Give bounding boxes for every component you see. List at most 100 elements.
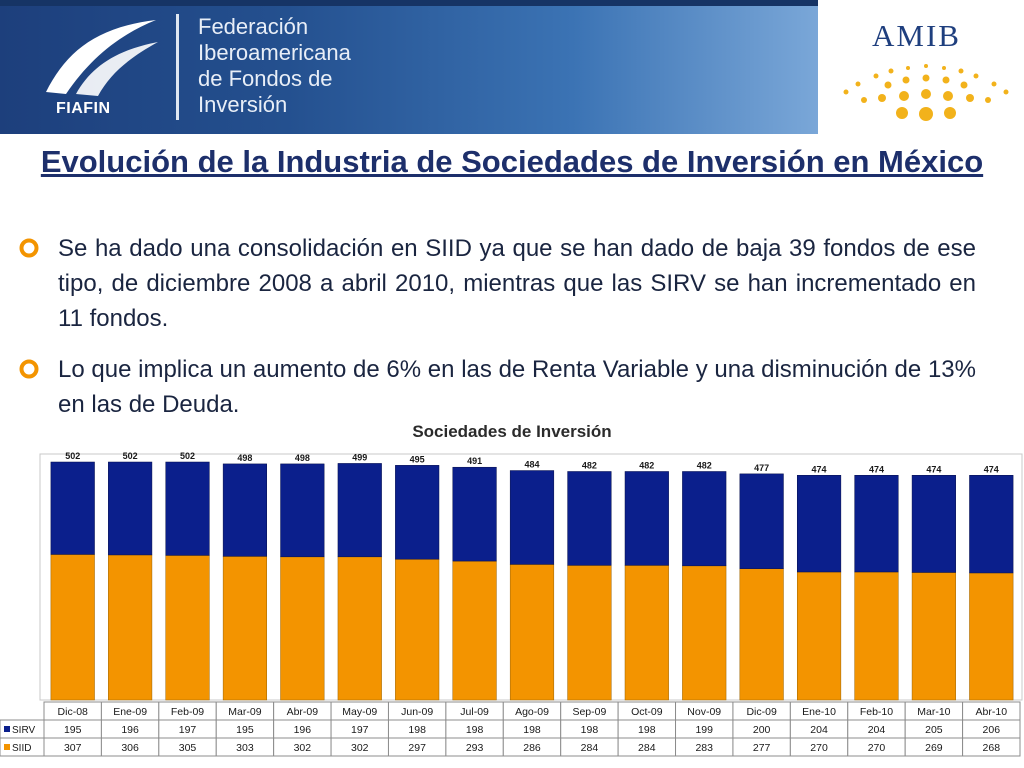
bar-siid xyxy=(509,564,555,701)
chart-container: Sociedades de Inversión 502 502 502 498 498 4… xyxy=(0,418,1024,768)
total-data-label: 502 xyxy=(180,451,195,461)
table-value: 195 xyxy=(64,724,82,736)
table-value: 197 xyxy=(179,724,197,736)
total-data-label: 474 xyxy=(812,464,827,474)
table-value: 204 xyxy=(868,724,886,736)
x-tick-label: Feb-09 xyxy=(171,706,204,718)
table-value: 283 xyxy=(695,742,713,754)
table-value: 195 xyxy=(236,724,254,736)
bar-siid xyxy=(280,556,325,701)
table-value: 196 xyxy=(294,724,312,736)
total-data-label: 482 xyxy=(639,460,654,470)
table-value: 306 xyxy=(121,742,139,754)
total-data-label: 474 xyxy=(984,464,999,474)
bar-sirv xyxy=(854,475,899,573)
table-value: 205 xyxy=(925,724,943,736)
bar-sirv xyxy=(567,471,612,566)
banner-separator xyxy=(176,14,179,120)
total-data-label: 498 xyxy=(237,453,252,463)
x-tick-label: Jul-09 xyxy=(460,706,489,718)
bar-sirv xyxy=(108,461,153,556)
bar-siid xyxy=(796,571,842,701)
table-value: 302 xyxy=(294,742,312,754)
table-value: 198 xyxy=(638,724,656,736)
bullet-text-2: Lo que implica un aumento de 6% en las d… xyxy=(58,356,976,416)
bar-siid xyxy=(854,571,899,701)
page-title: Evolución de la Industria de Sociedades … xyxy=(40,144,984,179)
chart-title: Sociedades de Inversión xyxy=(412,422,612,441)
total-data-label: 502 xyxy=(123,451,138,461)
bar-sirv xyxy=(165,461,210,556)
table-value: 270 xyxy=(810,742,828,754)
table-value: 307 xyxy=(64,742,82,754)
legend-label: SIID xyxy=(12,743,31,754)
x-tick-label: Mar-09 xyxy=(228,706,261,718)
bar-sirv xyxy=(739,473,784,569)
table-value: 198 xyxy=(581,724,599,736)
bullet-item-1: Se ha dado una consolidación en SIID ya … xyxy=(18,231,976,341)
total-data-label: 477 xyxy=(754,463,769,473)
stacked-bar-chart: 502 502 502 498 498 499 495 491 484 482 482 482 477 4… xyxy=(0,451,1023,757)
table-value: 199 xyxy=(695,724,713,736)
bullet-ring-icon xyxy=(19,359,39,379)
bar-sirv xyxy=(337,463,382,558)
x-tick-label: Nov-09 xyxy=(687,706,721,718)
bar-siid xyxy=(337,556,382,701)
table-value: 297 xyxy=(408,742,426,754)
x-tick-label: Feb-10 xyxy=(860,706,893,718)
table-value: 284 xyxy=(638,742,656,754)
table-value: 277 xyxy=(753,742,771,754)
table-value: 198 xyxy=(408,724,426,736)
x-tick-label: Abr-10 xyxy=(976,706,1008,718)
table-value: 305 xyxy=(179,742,197,754)
total-data-label: 495 xyxy=(410,454,425,464)
federation-name: Federación Iberoamericana de Fondos de I… xyxy=(198,14,351,117)
table-value: 269 xyxy=(925,742,943,754)
table-value: 270 xyxy=(868,742,886,754)
bar-sirv xyxy=(682,471,727,567)
total-data-label: 484 xyxy=(524,460,539,470)
bullet-ring-icon xyxy=(19,238,39,258)
bar-siid xyxy=(624,565,669,701)
banner-top-line xyxy=(0,0,818,6)
table-value: 204 xyxy=(810,724,828,736)
x-tick-label: Dic-09 xyxy=(746,706,777,718)
x-tick-label: Ago-09 xyxy=(515,706,549,718)
bar-sirv xyxy=(222,463,268,557)
bar-siid xyxy=(395,558,440,701)
bar-sirv xyxy=(911,475,956,573)
fiafin-logo-icon xyxy=(46,20,158,96)
bar-siid xyxy=(739,568,784,701)
x-tick-label: Sep-09 xyxy=(572,706,606,718)
amib-logo-text: AMIB xyxy=(872,18,961,53)
amib-dots-logo-icon xyxy=(843,64,1009,121)
x-tick-label: Dic-08 xyxy=(58,706,89,718)
bar-siid xyxy=(222,556,268,701)
bar-siid xyxy=(911,572,956,701)
bar-sirv xyxy=(624,471,669,566)
x-tick-label: Ene-09 xyxy=(113,706,147,718)
bar-sirv xyxy=(280,463,325,558)
bar-sirv xyxy=(395,465,440,560)
total-data-label: 491 xyxy=(467,456,482,466)
total-data-label: 474 xyxy=(926,464,941,474)
legend-swatch-icon xyxy=(4,726,10,732)
bar-siid xyxy=(452,560,497,701)
x-tick-label: Jun-09 xyxy=(401,706,433,718)
x-tick-label: Abr-09 xyxy=(287,706,319,718)
bullet-text-1: Se ha dado una consolidación en SIID ya … xyxy=(58,235,976,332)
table-value: 206 xyxy=(983,724,1001,736)
bar-sirv xyxy=(969,475,1014,574)
fiafin-name: FIAFIN xyxy=(56,100,111,117)
table-value: 268 xyxy=(983,742,1001,754)
total-data-label: 502 xyxy=(65,451,80,461)
table-value: 284 xyxy=(581,742,599,754)
table-value: 196 xyxy=(121,724,139,736)
bar-siid xyxy=(165,555,210,701)
bar-siid xyxy=(50,554,95,701)
table-value-cell xyxy=(962,737,1021,757)
total-data-label: 482 xyxy=(582,460,597,470)
bar-sirv xyxy=(796,475,842,573)
table-value: 200 xyxy=(753,724,771,736)
x-tick-label: Oct-09 xyxy=(631,706,663,718)
